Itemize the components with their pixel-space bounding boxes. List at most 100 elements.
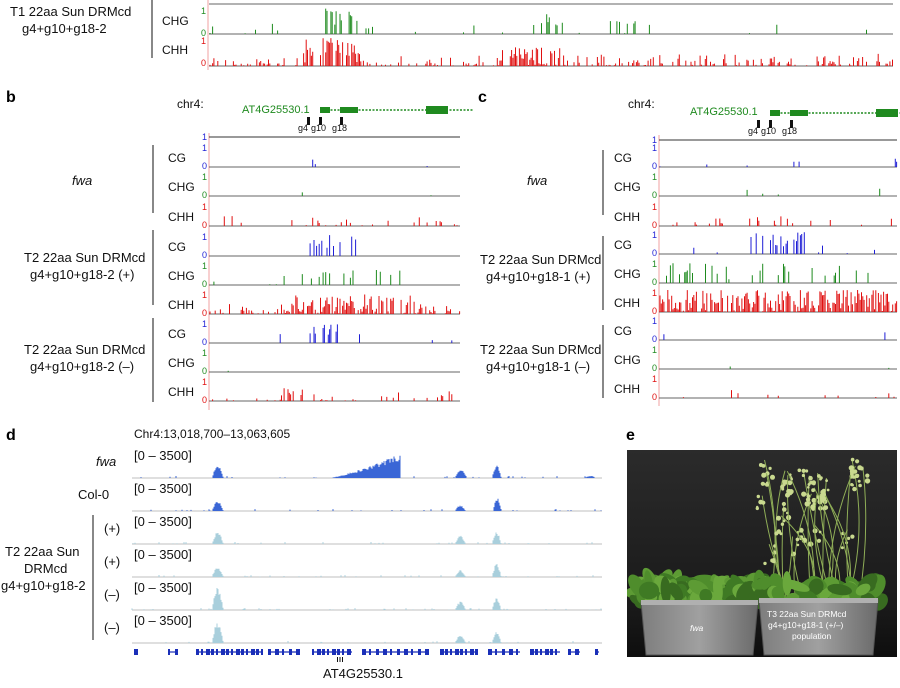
flower-bud bbox=[807, 486, 810, 489]
d-annot-exon bbox=[418, 649, 421, 655]
b-scale-0-1-zero: 0 bbox=[202, 190, 207, 200]
flower-bud bbox=[806, 497, 810, 501]
flower-bud bbox=[797, 544, 800, 547]
c-track-0-0-bars bbox=[660, 159, 897, 167]
c-scale-2-1-zero: 0 bbox=[652, 363, 657, 373]
flower-bud bbox=[756, 507, 759, 510]
c-gene-exon3 bbox=[876, 109, 898, 117]
d-annot-exon bbox=[347, 649, 351, 655]
d-annot-exon bbox=[312, 649, 314, 655]
panel-e-letter: e bbox=[626, 427, 635, 444]
d-annot-exon bbox=[246, 649, 248, 655]
pot-right-rim bbox=[759, 598, 878, 603]
d-annot-exon bbox=[337, 649, 340, 655]
d-annot-exon bbox=[256, 649, 259, 655]
d-annot-exon bbox=[236, 649, 240, 655]
flower-bud bbox=[823, 505, 828, 510]
d-annot-exon bbox=[327, 649, 329, 655]
d-annot-exon bbox=[216, 649, 218, 655]
d-annot-exon bbox=[231, 649, 233, 655]
d-annot-exon bbox=[362, 649, 366, 655]
flower-bud bbox=[782, 480, 787, 485]
d-track-signal-4 bbox=[132, 588, 601, 610]
flower-bud bbox=[796, 538, 800, 542]
panel-d-group-line2: DRMcd bbox=[24, 561, 67, 576]
panel-b-context-labels: CG CHG CHH CG CHG CHH CG CHG CHH bbox=[168, 151, 195, 399]
flower-bud bbox=[790, 478, 793, 481]
top-chg-bars bbox=[210, 9, 867, 34]
b-scale-1-1-one: 1 bbox=[202, 261, 207, 271]
flower-bud bbox=[774, 532, 778, 536]
d-annot-exon bbox=[342, 649, 344, 655]
d-annot-exon bbox=[470, 649, 474, 655]
panel-c-group1-name: fwa bbox=[527, 173, 547, 188]
c-ctx-label-2-2: CHH bbox=[614, 382, 640, 396]
c-scale-0-1-one: 1 bbox=[652, 172, 657, 182]
d-track-signal-3 bbox=[159, 564, 593, 577]
flower-bud bbox=[858, 480, 861, 483]
d-track-label-3: (+) bbox=[104, 554, 120, 569]
c-scale-2-0-one: 1 bbox=[652, 316, 657, 326]
flower-bud bbox=[851, 458, 855, 462]
b-track-1-0-bars bbox=[310, 235, 356, 256]
flower-bud bbox=[841, 546, 844, 549]
d-annot-exon bbox=[383, 649, 387, 655]
b-ctx-label-0-0: CG bbox=[168, 151, 186, 165]
top-ctx-chg: CHG bbox=[162, 14, 189, 28]
flower-bud bbox=[807, 494, 811, 498]
panel-c-group2-line1: T2 22aa Sun DRMcd bbox=[480, 252, 601, 267]
c-scale-1-1-one: 1 bbox=[652, 259, 657, 269]
d-annot-guide-1 bbox=[340, 657, 341, 662]
panel-b-guide-g18: g18 bbox=[332, 123, 347, 133]
b-scale-1-1-zero: 0 bbox=[202, 279, 207, 289]
b-scale-2-1-zero: 0 bbox=[202, 366, 207, 376]
d-track-label-1: Col-0 bbox=[78, 487, 109, 502]
b-track-0-1 bbox=[209, 192, 460, 196]
b-track-1-2 bbox=[209, 295, 460, 315]
d-annot-exon bbox=[488, 649, 492, 655]
b-track-2-0-bars bbox=[280, 324, 452, 343]
b-gene-exon1 bbox=[320, 107, 330, 113]
flower-bud bbox=[766, 482, 769, 485]
flower-bud bbox=[781, 523, 784, 526]
b-scale-2-0-zero: 0 bbox=[202, 337, 207, 347]
d-annot-exon bbox=[516, 649, 518, 655]
b-scale-2-2-one: 1 bbox=[202, 377, 207, 387]
c-track-0-1 bbox=[659, 189, 897, 196]
panel-b-group2-line1: T2 22aa Sun DRMcd bbox=[24, 250, 145, 265]
panel-e: e fwa T3 22aa Sun DRMcd bbox=[624, 427, 897, 657]
panel-b-guide-g4: g4 bbox=[298, 123, 308, 133]
d-annot-exon bbox=[268, 649, 271, 655]
flower-bud bbox=[801, 492, 806, 497]
d-annot-exon bbox=[475, 649, 478, 655]
c-scale-2-2-one: 1 bbox=[652, 374, 657, 384]
flower-bud bbox=[820, 490, 825, 495]
panel-d-group-line3: g4+g10+g18-2 bbox=[1, 578, 86, 593]
panel-d-group-line1: T2 22aa Sun bbox=[5, 544, 79, 559]
d-track-signal-0 bbox=[141, 456, 594, 478]
d-annot-exon bbox=[540, 649, 542, 655]
c-track-0-1-bars bbox=[747, 189, 880, 196]
panel-c-group3-line1: T2 22aa Sun DRMcd bbox=[480, 342, 601, 357]
b-scale-1-2-one: 1 bbox=[202, 290, 207, 300]
d-track-range-5: [0 – 3500] bbox=[134, 613, 192, 628]
flower-bud bbox=[827, 489, 830, 492]
panel-c: c chr4: AT4G25530.1 g4 g10 g18 1 fwa T2 … bbox=[478, 89, 900, 406]
b-track-1-1-bars bbox=[214, 270, 400, 285]
d-annot-exon bbox=[317, 649, 321, 655]
d-annot-exon bbox=[455, 649, 459, 655]
c-track-2-0 bbox=[659, 332, 897, 340]
top-chh-bars bbox=[210, 38, 893, 66]
panel-b-group3-line1: T2 22aa Sun DRMcd bbox=[24, 342, 145, 357]
d-annot-exon bbox=[545, 649, 549, 655]
panel-b-gene-name: AT4G25530.1 bbox=[242, 104, 310, 116]
c-track-1-1 bbox=[659, 263, 897, 283]
d-annot-exon bbox=[568, 649, 571, 655]
d-annot-exon bbox=[502, 649, 505, 655]
panel-c-chrom: chr4: bbox=[628, 97, 655, 111]
panel-top: T1 22aa Sun DRMcd g4+g10+g18-2 CHG CHH 1… bbox=[10, 0, 893, 70]
panel-b-tracks: 101010101010101010 bbox=[202, 143, 460, 405]
flower-bud bbox=[782, 502, 786, 506]
d-annot-exon bbox=[282, 649, 284, 655]
d-annot-exon bbox=[425, 649, 429, 655]
